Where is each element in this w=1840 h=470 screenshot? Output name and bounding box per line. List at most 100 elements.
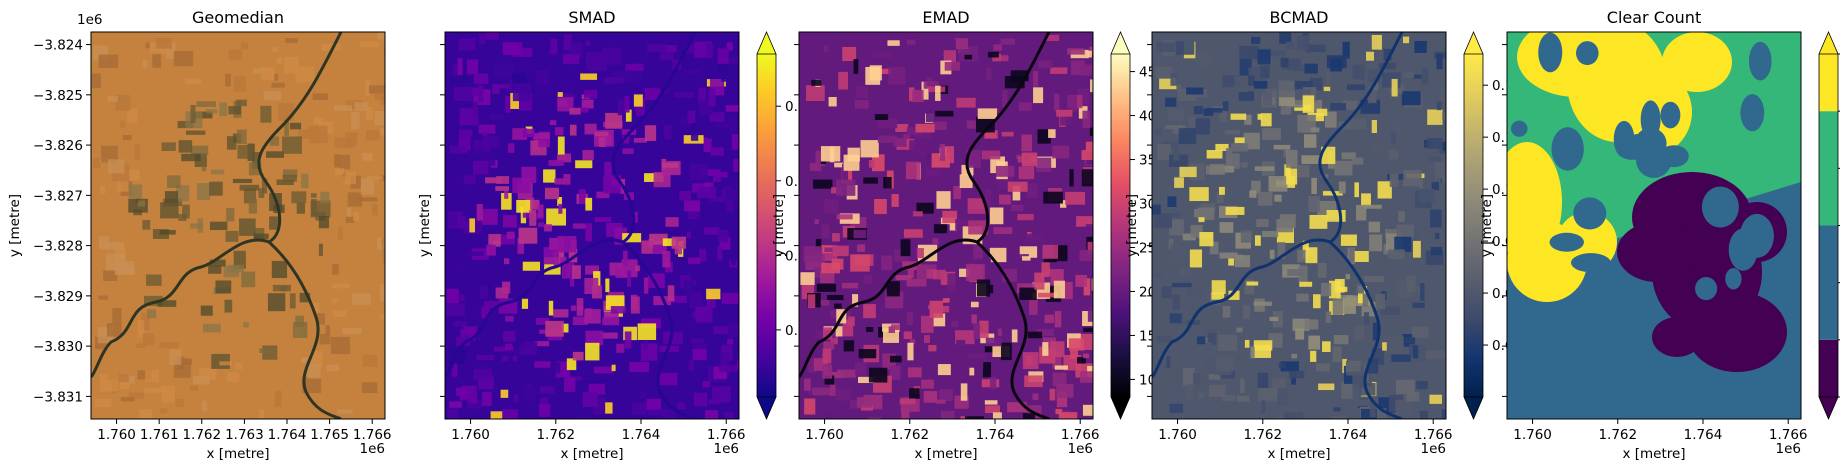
panel-title: EMAD [922,8,969,27]
patch [334,154,340,168]
patch [506,231,515,239]
blob-count-13 [1660,101,1681,129]
patch [1347,84,1365,91]
patch [1435,232,1440,239]
patch [459,293,465,302]
patch [234,76,246,92]
patch [1085,141,1093,152]
patch [1197,52,1212,67]
patch [1418,189,1436,203]
patch [907,367,922,378]
patch [1342,41,1350,59]
patch [820,159,826,165]
patch [863,304,876,319]
patch [106,323,122,337]
patch [522,128,535,138]
patch [674,246,682,255]
patch [1383,48,1392,61]
patch [1366,51,1375,61]
patch [1291,353,1298,359]
patch [252,152,260,169]
patch [896,203,917,221]
patch [142,59,148,68]
patch [1404,413,1424,419]
patch [662,238,677,247]
y-axis-label: y [metre] [417,194,433,257]
y-axis-label: y [metre] [7,194,23,257]
patch [1439,141,1446,154]
patch [1055,408,1063,415]
patch [1251,180,1261,194]
patch [986,67,992,81]
patch [311,198,317,216]
patch [725,105,739,112]
patch [731,134,739,150]
patch [1353,250,1369,262]
patch [617,99,625,116]
patch [860,140,879,158]
panel-title: Geomedian [192,8,284,27]
patch [921,81,929,100]
patch [569,376,582,381]
patch [713,326,728,334]
patch [492,240,501,247]
patch [973,323,980,339]
patch [503,215,517,228]
patch [185,130,206,135]
patch [366,130,380,141]
patch [202,400,207,412]
patch [1007,402,1027,413]
colorbar-body [1111,54,1130,397]
patch [630,296,640,314]
patch [1299,281,1313,287]
patch [581,99,594,109]
patch [649,233,668,245]
x-tick-label: 1.762 [1598,427,1637,443]
patch [923,80,939,89]
patch [635,265,640,272]
patch [1427,156,1442,162]
patch [530,199,540,210]
patch [1056,383,1074,398]
patch [301,173,309,188]
patch [800,272,815,285]
patch [1442,141,1446,152]
patch [572,351,584,361]
patch [377,237,385,250]
patch [548,300,554,316]
patch [461,385,477,394]
patch [843,340,855,352]
patch [1364,276,1384,283]
patch [1209,241,1219,255]
patch [569,43,583,58]
patch [704,227,720,235]
patch [564,377,576,392]
patch [1087,50,1092,58]
patch [966,263,985,282]
y-tick-label: −3.830 [33,339,83,355]
plot-frame [798,31,1094,420]
x-offset-label: 1e6 [714,441,739,457]
patch [469,218,475,233]
patch [807,294,816,309]
patch [296,202,306,214]
blob-count-13 [1640,100,1661,139]
patch [1369,399,1376,418]
patch [1011,329,1018,343]
colorbar-step [1819,225,1838,340]
colorbar-extend-min [1818,396,1839,421]
patch [556,34,564,52]
patch [825,410,834,419]
patch [653,171,671,188]
patch [1376,408,1387,419]
patch [271,260,288,279]
patch [99,236,109,250]
patch [142,219,151,230]
patch [284,119,290,136]
y-tick-label: −3.826 [33,138,83,154]
patch [622,250,628,267]
patch [152,52,162,68]
patch [865,66,881,85]
patch [1362,293,1369,307]
patch [457,58,463,76]
